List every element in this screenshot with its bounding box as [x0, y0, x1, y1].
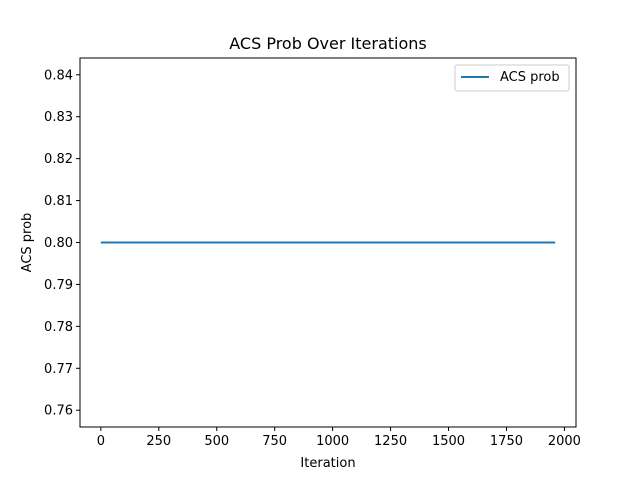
- x-tick-label: 2000: [548, 434, 581, 449]
- x-tick-label: 1500: [432, 434, 465, 449]
- x-tick-label: 250: [146, 434, 171, 449]
- x-tick-label: 750: [262, 434, 287, 449]
- y-tick-label: 0.82: [44, 152, 73, 167]
- y-tick-label: 0.79: [44, 278, 73, 293]
- y-tick-label: 0.81: [44, 194, 73, 209]
- x-tick-label: 1250: [374, 434, 407, 449]
- x-tick-label: 0: [97, 434, 105, 449]
- y-tick-label: 0.78: [44, 320, 73, 335]
- x-tick-label: 1750: [490, 434, 523, 449]
- y-tick-label: 0.83: [44, 110, 73, 125]
- legend-box: [454, 64, 570, 92]
- legend: ACS prob: [454, 64, 570, 92]
- x-axis-ticks: 0 250 500 750 1000 1250 1500 1750 2000: [97, 427, 581, 449]
- chart-title: ACS Prob Over Iterations: [229, 34, 426, 53]
- y-tick-label: 0.84: [44, 68, 73, 83]
- x-tick-label: 500: [204, 434, 229, 449]
- y-axis-label: ACS prob: [20, 213, 35, 273]
- legend-label: ACS prob: [500, 70, 560, 85]
- y-tick-label: 0.77: [44, 362, 73, 377]
- x-tick-label: 1000: [316, 434, 349, 449]
- x-axis-label: Iteration: [300, 456, 355, 471]
- y-tick-label: 0.80: [44, 236, 73, 251]
- y-tick-label: 0.76: [44, 404, 73, 419]
- y-axis-ticks: 0.76 0.77 0.78 0.79 0.80 0.81 0.82 0.83 0.84: [44, 68, 80, 419]
